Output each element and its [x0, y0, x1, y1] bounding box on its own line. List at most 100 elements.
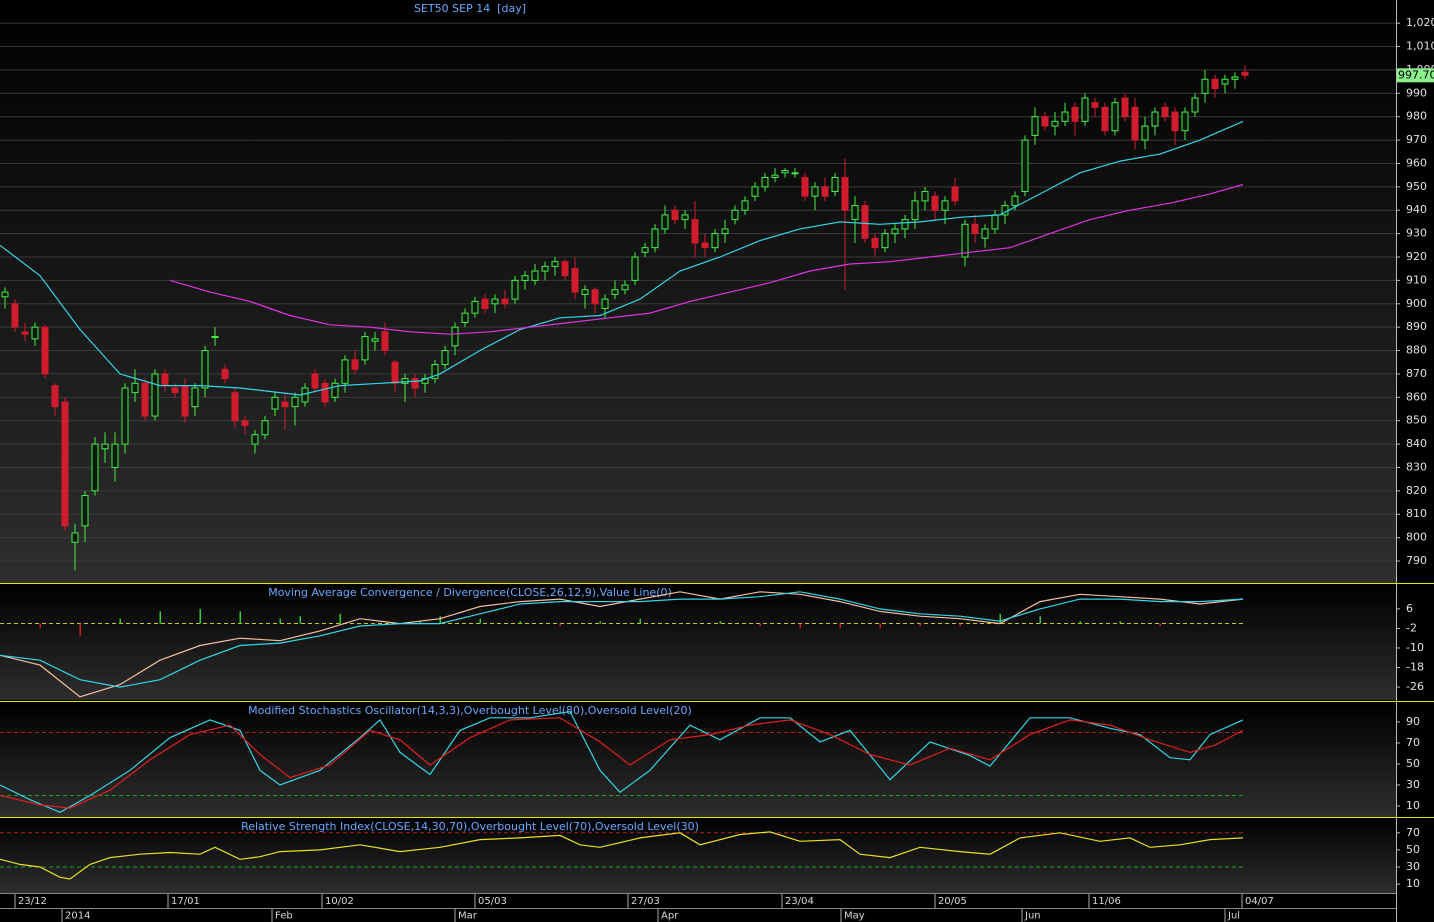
y-tick-label: 70: [1406, 826, 1420, 839]
candle-body: [441, 350, 449, 366]
histogram-bar: [679, 623, 681, 625]
candle-body: [371, 338, 379, 342]
candle-body: [901, 219, 909, 230]
candle-body: [911, 200, 919, 221]
candle-body: [941, 200, 949, 211]
x-tick-label: Jun: [1024, 911, 1041, 922]
y-tick-label: 50: [1406, 843, 1420, 856]
y-tick-label: 820: [1406, 484, 1427, 497]
candle-body: [841, 176, 849, 211]
stoch-panel-bg: [0, 702, 1396, 817]
x-tick-label: Jul: [1227, 911, 1240, 922]
x-tick-label: 17/01: [171, 896, 200, 907]
candle-body: [491, 298, 499, 305]
y-tick-label: 980: [1406, 110, 1427, 123]
x-tick-label: 05/03: [478, 896, 507, 907]
y-tick-label: 50: [1406, 757, 1420, 770]
indicator-line: [0, 120, 1244, 396]
indicator-line: [0, 591, 1244, 698]
panel-title: Modified Stochastics Oscillator(14,3,3),…: [248, 704, 692, 717]
y-tick-label: 800: [1406, 531, 1427, 544]
candle-body: [451, 326, 459, 347]
x-tick-label: Apr: [661, 911, 679, 922]
histogram-bar: [1119, 621, 1121, 624]
y-tick-label: 6: [1406, 602, 1413, 615]
candle-body: [551, 261, 559, 267]
y-tick-label: -10: [1406, 641, 1424, 654]
histogram-bar: [0, 623, 1, 625]
histogram-bar: [919, 623, 921, 627]
histogram-bar: [419, 621, 421, 624]
histogram-bar: [999, 613, 1001, 624]
candle-body: [1051, 120, 1059, 127]
candle-body: [641, 247, 649, 253]
candle-body: [541, 265, 549, 272]
indicator-line: [169, 183, 1244, 335]
x-tick-label: Mar: [458, 911, 478, 922]
candle-body: [1241, 71, 1249, 76]
candle-body: [631, 256, 639, 281]
candle-body: [701, 242, 709, 249]
candle-body: [801, 176, 809, 197]
candle-body: [291, 396, 299, 408]
y-tick-label: 830: [1406, 460, 1427, 473]
candle-body: [1191, 97, 1199, 113]
histogram-bar: [839, 623, 841, 629]
candle-body: [811, 186, 819, 197]
histogram-bar: [119, 618, 121, 624]
candle-body: [121, 387, 129, 445]
candle-body: [1161, 106, 1169, 118]
candle-body: [1031, 116, 1039, 136]
y-tick-label: -26: [1406, 680, 1424, 693]
candle-body: [661, 214, 669, 230]
candle-body: [761, 176, 769, 188]
last-price-box: [1397, 68, 1434, 83]
y-tick-label: 810: [1406, 507, 1427, 520]
y-tick-label: 990: [1406, 86, 1427, 99]
candle-body: [1171, 111, 1179, 132]
histogram-bar: [1079, 621, 1081, 624]
candle-body: [461, 312, 469, 323]
histogram-bar: [159, 611, 161, 624]
candle-body: [181, 385, 189, 417]
candle-body: [1121, 97, 1129, 118]
histogram-bar: [479, 618, 481, 624]
histogram-bar: [1159, 623, 1161, 627]
y-tick-label: 920: [1406, 250, 1427, 263]
x-tick-label: 23/04: [785, 896, 814, 907]
candle-body: [1041, 116, 1049, 127]
candle-body: [1181, 111, 1189, 132]
candle-body: [651, 228, 659, 249]
candle-body: [521, 275, 529, 281]
candle-body: [881, 233, 889, 249]
candle-body: [791, 172, 799, 175]
candle-body: [621, 284, 629, 291]
candle-body: [1211, 78, 1219, 90]
candle-body: [51, 385, 59, 408]
histogram-bar: [639, 618, 641, 624]
candle-body: [101, 443, 109, 450]
candle-body: [511, 279, 519, 300]
y-tick-label: 930: [1406, 227, 1427, 240]
candle-body: [61, 401, 69, 527]
histogram-bar: [959, 623, 961, 627]
x-tick-label: 20/05: [938, 896, 967, 907]
y-tick-label: 1,020: [1406, 16, 1434, 29]
candle-body: [821, 186, 829, 197]
y-tick-label: 840: [1406, 437, 1427, 450]
x-tick-label: 04/07: [1245, 896, 1274, 907]
y-tick-label: -18: [1406, 661, 1424, 674]
candle-body: [31, 326, 39, 340]
candle-body: [1141, 125, 1149, 141]
candle-body: [311, 373, 319, 389]
candle-body: [141, 382, 149, 417]
candle-body: [711, 233, 719, 249]
histogram-bar: [719, 621, 721, 624]
y-tick-label: 870: [1406, 367, 1427, 380]
histogram-bar: [519, 621, 521, 624]
y-tick-label: 30: [1406, 778, 1420, 791]
x-tick-label: 10/02: [325, 896, 354, 907]
candle-body: [771, 174, 779, 178]
y-tick-label: 1,010: [1406, 40, 1434, 53]
